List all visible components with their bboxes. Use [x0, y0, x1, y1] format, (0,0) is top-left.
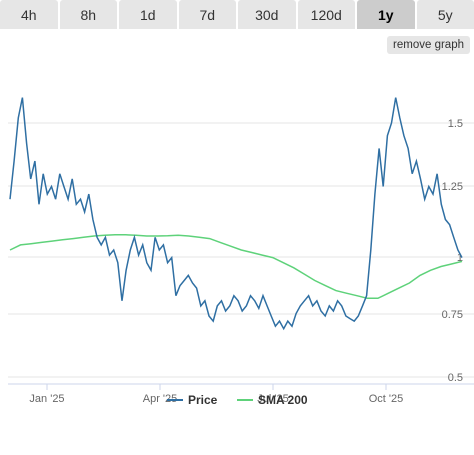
x-tick-label: Apr '25 [143, 393, 178, 405]
tab-7d[interactable]: 7d [178, 0, 236, 29]
price-line [9, 97, 463, 331]
chart-legend: Price SMA 200 [167, 393, 308, 407]
tab-120d[interactable]: 120d [297, 0, 355, 29]
remove-graph-button[interactable]: remove graph [387, 36, 470, 54]
tab-30d[interactable]: 30d [238, 0, 296, 29]
price-chart[interactable]: 1.5 1.25 1 0.75 0.5 Jan '25 Apr '25 Jul '25 Oct… [0, 58, 474, 455]
tab-8h[interactable]: 8h [59, 0, 117, 29]
x-tick-label: Jan '25 [29, 393, 64, 405]
x-tick-label: Oct '25 [369, 393, 404, 405]
y-tick-label: 0.75 [442, 309, 463, 321]
tab-4h[interactable]: 4h [0, 0, 58, 29]
y-tick-label: 1 [457, 252, 463, 264]
legend-sma-label[interactable]: SMA 200 [258, 393, 308, 407]
tab-1d[interactable]: 1d [119, 0, 177, 29]
timeframe-tabs: 4h 8h 1d 7d 30d 120d 1y 5y [0, 0, 474, 29]
y-tick-label: 0.5 [448, 372, 463, 384]
legend-price-label[interactable]: Price [188, 393, 218, 407]
sma-200-line [9, 234, 463, 300]
tab-5y[interactable]: 5y [416, 0, 474, 29]
y-tick-label: 1.5 [448, 118, 463, 130]
x-tick-label: Jul '25 [257, 393, 288, 405]
tab-1y[interactable]: 1y [357, 0, 415, 29]
y-tick-label: 1.25 [442, 181, 463, 193]
